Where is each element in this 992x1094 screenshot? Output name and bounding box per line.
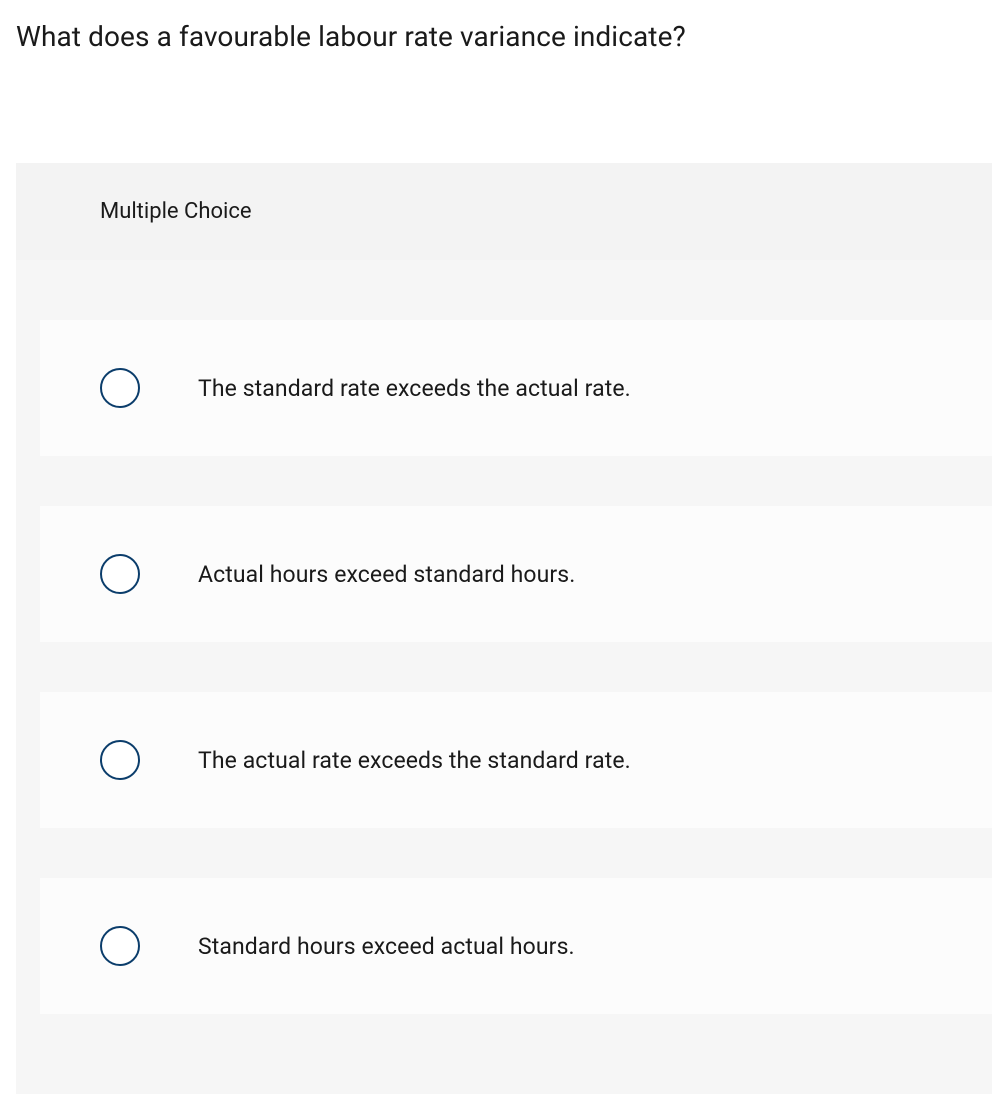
radio-icon[interactable] bbox=[100, 740, 140, 780]
option-label: Actual hours exceed standard hours. bbox=[198, 561, 575, 588]
option-4[interactable]: Standard hours exceed actual hours. bbox=[40, 878, 992, 1014]
radio-icon[interactable] bbox=[100, 926, 140, 966]
radio-icon[interactable] bbox=[100, 368, 140, 408]
option-2[interactable]: Actual hours exceed standard hours. bbox=[40, 506, 992, 642]
question-text: What does a favourable labour rate varia… bbox=[16, 20, 992, 53]
option-1[interactable]: The standard rate exceeds the actual rat… bbox=[40, 320, 992, 456]
question-page: What does a favourable labour rate varia… bbox=[0, 0, 992, 1094]
radio-icon[interactable] bbox=[100, 554, 140, 594]
multiple-choice-panel: Multiple Choice The standard rate exceed… bbox=[16, 163, 992, 1094]
multiple-choice-header: Multiple Choice bbox=[16, 163, 992, 260]
option-label: Standard hours exceed actual hours. bbox=[198, 933, 575, 960]
multiple-choice-options: The standard rate exceeds the actual rat… bbox=[16, 260, 992, 1094]
option-3[interactable]: The actual rate exceeds the standard rat… bbox=[40, 692, 992, 828]
option-label: The actual rate exceeds the standard rat… bbox=[198, 747, 631, 774]
option-label: The standard rate exceeds the actual rat… bbox=[198, 375, 631, 402]
